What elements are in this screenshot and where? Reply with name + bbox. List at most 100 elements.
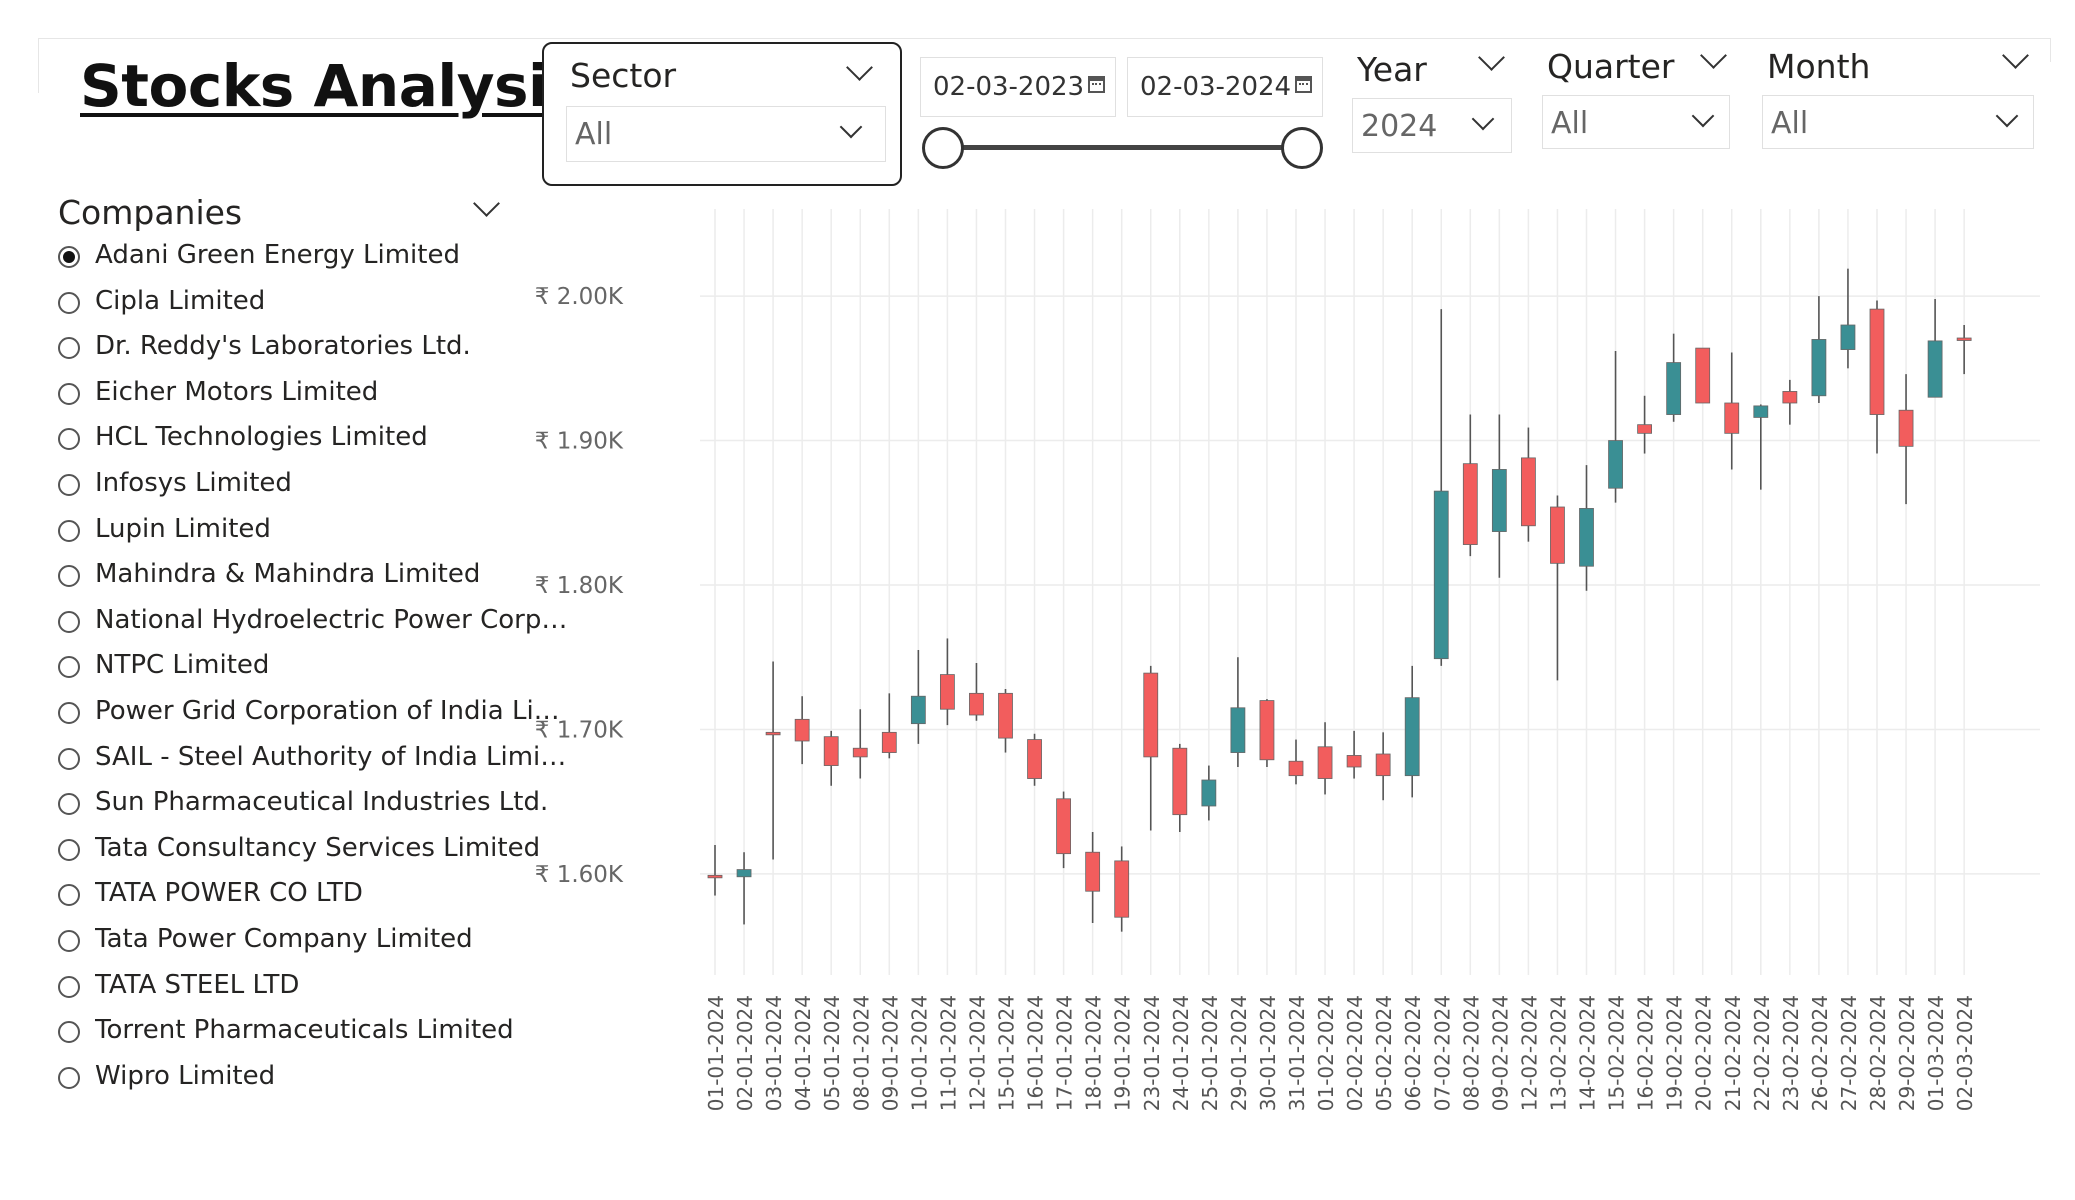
x-tick-label: 25-01-2024	[1198, 995, 1222, 1111]
radio-icon[interactable]	[58, 1066, 80, 1089]
company-option-label: Tata Consultancy Services Limited	[95, 832, 541, 863]
radio-icon[interactable]	[58, 428, 80, 451]
year-dropdown[interactable]: 2024	[1352, 98, 1512, 153]
x-tick-label: 15-02-2024	[1605, 995, 1629, 1111]
radio-icon[interactable]	[58, 291, 80, 314]
candle-body	[1462, 463, 1478, 545]
chevron-down-icon[interactable]	[1700, 42, 1727, 69]
radio-icon[interactable]	[58, 975, 80, 998]
x-tick-label: 19-01-2024	[1111, 995, 1135, 1111]
candle-body	[1259, 700, 1275, 761]
x-tick-label: 04-01-2024	[791, 995, 815, 1111]
radio-icon[interactable]	[58, 1021, 80, 1044]
x-tick-label: 22-02-2024	[1750, 995, 1774, 1111]
x-tick-label: 01-03-2024	[1924, 995, 1948, 1111]
end-date-input[interactable]: 02-03-2024	[1127, 57, 1323, 117]
candle-body	[1346, 755, 1362, 768]
x-tick-label: 01-02-2024	[1314, 995, 1338, 1111]
candle-body	[1056, 798, 1071, 855]
x-tick-label: 26-02-2024	[1808, 995, 1832, 1111]
x-tick-label: 05-01-2024	[820, 995, 844, 1111]
x-tick-label: 24-01-2024	[1169, 995, 1193, 1111]
radio-icon[interactable]	[58, 656, 80, 679]
x-tick-label: 09-02-2024	[1488, 995, 1512, 1111]
radio-icon[interactable]	[58, 519, 80, 542]
chevron-down-icon[interactable]	[473, 190, 500, 217]
x-tick-label: 14-02-2024	[1576, 995, 1600, 1111]
radio-icon[interactable]	[58, 930, 80, 952]
candle-body	[1404, 697, 1420, 777]
company-option-label: Mahindra & Mahindra Limited	[95, 559, 481, 590]
y-tick-label: ₹ 1.70K	[535, 717, 624, 743]
x-tick-label: 12-01-2024	[965, 995, 989, 1111]
x-tick-label: 29-02-2024	[1895, 995, 1919, 1111]
radio-selected-icon[interactable]	[58, 246, 80, 268]
candle-body	[1201, 779, 1217, 807]
x-tick-label: 15-01-2024	[995, 995, 1019, 1111]
radio-icon[interactable]	[58, 747, 80, 770]
candle-body	[1143, 672, 1159, 758]
candle-body	[1491, 469, 1507, 532]
candle-body	[1753, 405, 1769, 418]
chevron-down-icon[interactable]	[846, 54, 873, 81]
candle-body	[1085, 851, 1101, 892]
date-range-slider-track[interactable]	[942, 145, 1300, 150]
calendar-icon[interactable]	[1088, 76, 1105, 93]
y-tick-label: ₹ 2.00K	[535, 284, 624, 310]
chevron-down-icon[interactable]	[2002, 42, 2029, 69]
report-frame-left	[38, 38, 39, 93]
radio-icon[interactable]	[58, 474, 80, 496]
radio-icon[interactable]	[58, 884, 80, 907]
x-tick-label: 17-01-2024	[1053, 995, 1077, 1111]
candle-body	[910, 695, 926, 725]
x-tick-label: 13-02-2024	[1546, 995, 1570, 1111]
x-tick-label: 07-02-2024	[1430, 995, 1454, 1111]
sector-slicer-title: Sector	[570, 56, 677, 95]
x-tick-label: 31-01-2024	[1285, 995, 1309, 1111]
quarter-dropdown[interactable]: All	[1542, 95, 1730, 149]
sector-dropdown-value: All	[575, 117, 613, 152]
candle-body	[1521, 457, 1536, 527]
start-date-value: 02-03-2023	[933, 72, 1085, 102]
quarter-slicer-title: Quarter	[1547, 47, 1675, 86]
x-tick-label: 10-01-2024	[907, 995, 931, 1111]
x-tick-label: 18-01-2024	[1082, 995, 1106, 1111]
company-option-label: Dr. Reddy's Laboratories Ltd.	[95, 331, 471, 362]
y-tick-label: ₹ 1.80K	[535, 573, 624, 599]
candle-body	[765, 731, 781, 736]
chevron-down-icon[interactable]	[1478, 44, 1505, 71]
y-tick-label: ₹ 1.90K	[535, 429, 624, 455]
radio-icon[interactable]	[58, 793, 80, 816]
date-range-start-handle[interactable]	[922, 127, 964, 169]
month-dropdown[interactable]: All	[1762, 95, 2034, 149]
candle-body	[852, 747, 868, 758]
date-range-end-handle[interactable]	[1281, 127, 1323, 169]
radio-icon[interactable]	[58, 610, 80, 633]
candle-body	[1114, 860, 1130, 918]
radio-icon[interactable]	[58, 702, 80, 724]
candle-body	[1433, 490, 1449, 660]
end-date-value: 02-03-2024	[1140, 72, 1292, 102]
company-option-label: TATA STEEL LTD	[95, 969, 300, 1000]
x-tick-label: 05-02-2024	[1372, 995, 1396, 1111]
candle-body	[1898, 409, 1914, 447]
candle-body	[1172, 747, 1188, 816]
x-tick-label: 21-02-2024	[1721, 995, 1745, 1111]
radio-icon[interactable]	[58, 838, 80, 861]
start-date-input[interactable]: 02-03-2023	[920, 57, 1116, 117]
radio-icon[interactable]	[58, 382, 80, 405]
candle-body	[1666, 362, 1682, 415]
sector-dropdown[interactable]: All	[566, 106, 886, 162]
sector-slicer[interactable]: Sector All	[542, 42, 902, 186]
candle-body	[1869, 308, 1885, 415]
candle-body	[1608, 440, 1623, 489]
radio-icon[interactable]	[58, 565, 80, 588]
candle-body	[1811, 339, 1827, 397]
x-tick-label: 16-02-2024	[1634, 995, 1658, 1111]
candle-body	[736, 869, 752, 878]
radio-icon[interactable]	[58, 337, 80, 360]
company-option-label: SAIL - Steel Authority of India Limited	[95, 741, 575, 772]
x-tick-label: 23-02-2024	[1779, 995, 1803, 1111]
calendar-icon[interactable]	[1295, 76, 1312, 93]
company-option-label: TATA POWER CO LTD	[95, 878, 363, 909]
